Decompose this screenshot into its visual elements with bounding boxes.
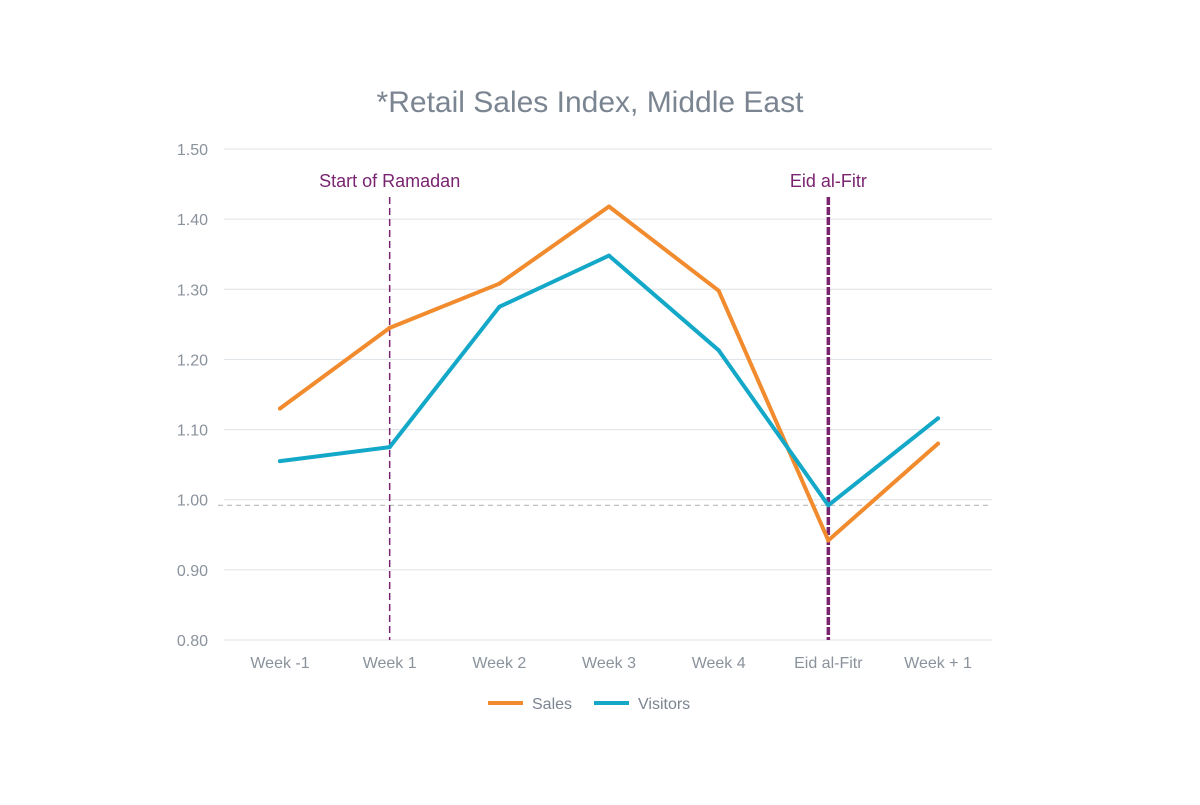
data-point-sales bbox=[826, 538, 831, 543]
data-point-visitors bbox=[936, 416, 940, 421]
grid-layer bbox=[224, 148, 992, 641]
y-tick-label: 1.20 bbox=[177, 352, 208, 369]
data-point-visitors bbox=[716, 348, 721, 353]
y-tick-label: 0.90 bbox=[177, 563, 208, 580]
x-tick-label: Week 2 bbox=[472, 655, 526, 672]
annotation-label: Eid al-Fitr bbox=[790, 171, 867, 191]
x-tick-label: Week -1 bbox=[250, 655, 309, 672]
data-point-sales bbox=[936, 441, 940, 446]
series-line-visitors bbox=[278, 253, 940, 508]
data-point-visitors bbox=[278, 459, 282, 464]
chart-title: *Retail Sales Index, Middle East bbox=[377, 86, 805, 119]
legend: Sales Visitors bbox=[488, 696, 690, 713]
y-tick-label: 1.10 bbox=[177, 423, 208, 440]
y-tick-label: 1.50 bbox=[177, 142, 208, 159]
data-point-visitors bbox=[387, 445, 392, 450]
data-point-visitors bbox=[826, 503, 831, 508]
data-point-visitors bbox=[607, 253, 611, 258]
data-point-sales bbox=[278, 406, 282, 411]
series-layer bbox=[278, 204, 940, 543]
data-point-sales bbox=[387, 325, 392, 330]
data-point-sales bbox=[607, 204, 611, 209]
annotation-layer: Start of Ramadan Eid al-Fitr bbox=[319, 171, 867, 640]
data-point-visitors bbox=[497, 304, 502, 309]
x-tick-label: Week + 1 bbox=[904, 655, 972, 672]
data-point-sales bbox=[497, 281, 502, 286]
x-tick-label: Eid al-Fitr bbox=[794, 655, 863, 672]
legend-label: Visitors bbox=[638, 696, 690, 713]
annotation-label: Start of Ramadan bbox=[319, 171, 460, 191]
tick-layer: 1.50 1.40 1.30 1.20 1.10 1.00 0.90 0.80 Week -1 W… bbox=[177, 142, 972, 672]
y-tick-label: 1.30 bbox=[177, 282, 208, 299]
y-tick-label: 0.80 bbox=[177, 633, 208, 650]
y-tick-label: 1.40 bbox=[177, 212, 208, 229]
x-tick-label: Week 1 bbox=[363, 655, 417, 672]
data-point-sales bbox=[716, 288, 721, 293]
y-tick-label: 1.00 bbox=[177, 493, 208, 510]
legend-label: Sales bbox=[532, 696, 572, 713]
x-tick-label: Week 4 bbox=[692, 655, 746, 672]
x-tick-label: Week 3 bbox=[582, 655, 636, 672]
